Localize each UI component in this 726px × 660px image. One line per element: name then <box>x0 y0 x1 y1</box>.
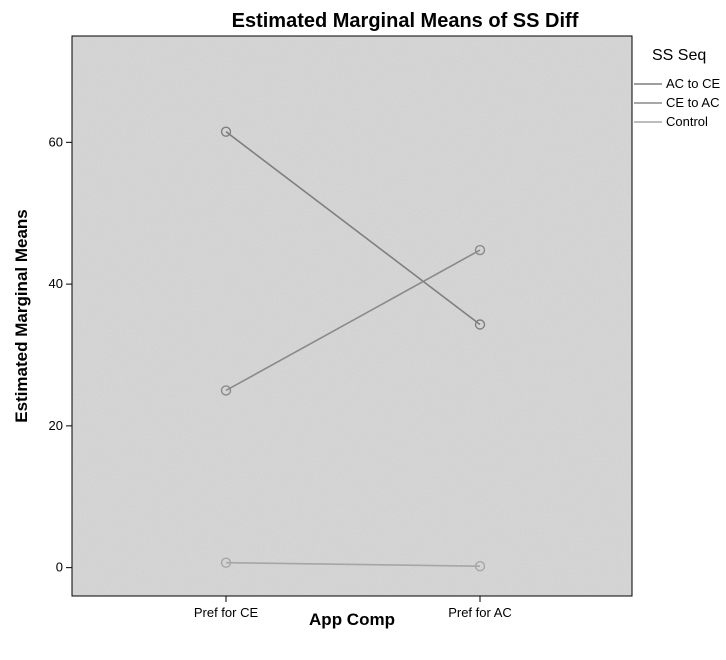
series-line <box>225 561 481 568</box>
y-axis: 0 20 40 60 <box>49 134 72 575</box>
x-axis-title: App Comp <box>309 610 395 629</box>
x-tick-label: Pref for CE <box>194 605 259 620</box>
data-point <box>474 319 486 330</box>
y-tick-label: 0 <box>56 560 63 575</box>
series-ce-to-ac <box>220 244 486 396</box>
legend-title: SS Seq <box>652 47 706 64</box>
legend: SS Seq AC to CE CE to AC Control <box>634 47 721 129</box>
plot-grain <box>72 36 632 596</box>
data-point <box>474 561 486 572</box>
series-line <box>225 131 481 326</box>
legend-label: AC to CE <box>666 76 721 91</box>
plot-area <box>71 35 633 597</box>
series-line <box>225 249 481 392</box>
x-axis: Pref for CE Pref for AC <box>194 596 512 620</box>
y-tick-label: 40 <box>49 276 63 291</box>
chart-title: Estimated Marginal Means of SS Diff <box>232 10 579 32</box>
data-point <box>474 244 486 256</box>
y-tick-label: 60 <box>49 134 63 149</box>
x-tick-label: Pref for AC <box>448 605 512 620</box>
legend-label: CE to AC <box>666 95 719 110</box>
y-axis-title: Estimated Marginal Means <box>12 209 31 423</box>
series-layer <box>220 126 486 572</box>
data-point <box>220 557 232 568</box>
plot-frame <box>71 35 633 597</box>
data-point <box>220 385 232 396</box>
data-point <box>220 126 232 137</box>
y-tick-label: 20 <box>49 418 63 433</box>
legend-label: Control <box>666 114 708 129</box>
legend-items: AC to CE CE to AC Control <box>634 76 721 129</box>
series-control <box>220 557 486 572</box>
series-ac-to-ce <box>220 126 486 330</box>
